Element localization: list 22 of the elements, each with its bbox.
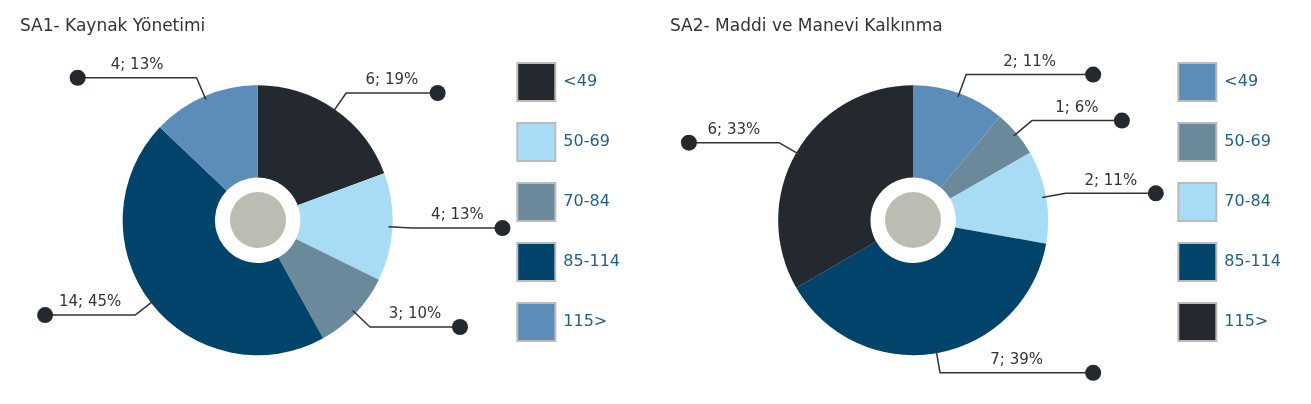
- legend-label: <49: [1224, 71, 1259, 91]
- legend-label: 70-84: [1224, 191, 1271, 211]
- chart-title: SA1- Kaynak Yönetimi: [20, 14, 206, 35]
- data-label: 4; 13%: [110, 55, 164, 74]
- data-label: 7; 39%: [990, 350, 1043, 369]
- data-label: 6; 33%: [707, 120, 761, 139]
- data-label: 3; 10%: [388, 304, 442, 323]
- data-label: 2; 11%: [1084, 170, 1138, 189]
- chart-title: SA2- Maddi ve Manevi Kalkınma: [670, 14, 943, 35]
- legend-label: 85-114: [1224, 251, 1281, 271]
- legend-label: 50-69: [563, 131, 610, 151]
- legend-label: 50-69: [1224, 131, 1271, 151]
- legend-label: 70-84: [563, 191, 610, 211]
- legend-label: <49: [563, 71, 598, 91]
- legend-label: 115>: [563, 311, 608, 331]
- data-label: 14; 45%: [58, 292, 122, 311]
- legend-label: 85-114: [563, 251, 620, 271]
- data-label: 2; 11%: [1003, 51, 1057, 70]
- data-label: 6; 19%: [365, 70, 419, 89]
- data-label: 1; 6%: [1055, 97, 1099, 116]
- data-label: 4; 13%: [431, 205, 484, 224]
- legend-label: 115>: [1224, 311, 1269, 331]
